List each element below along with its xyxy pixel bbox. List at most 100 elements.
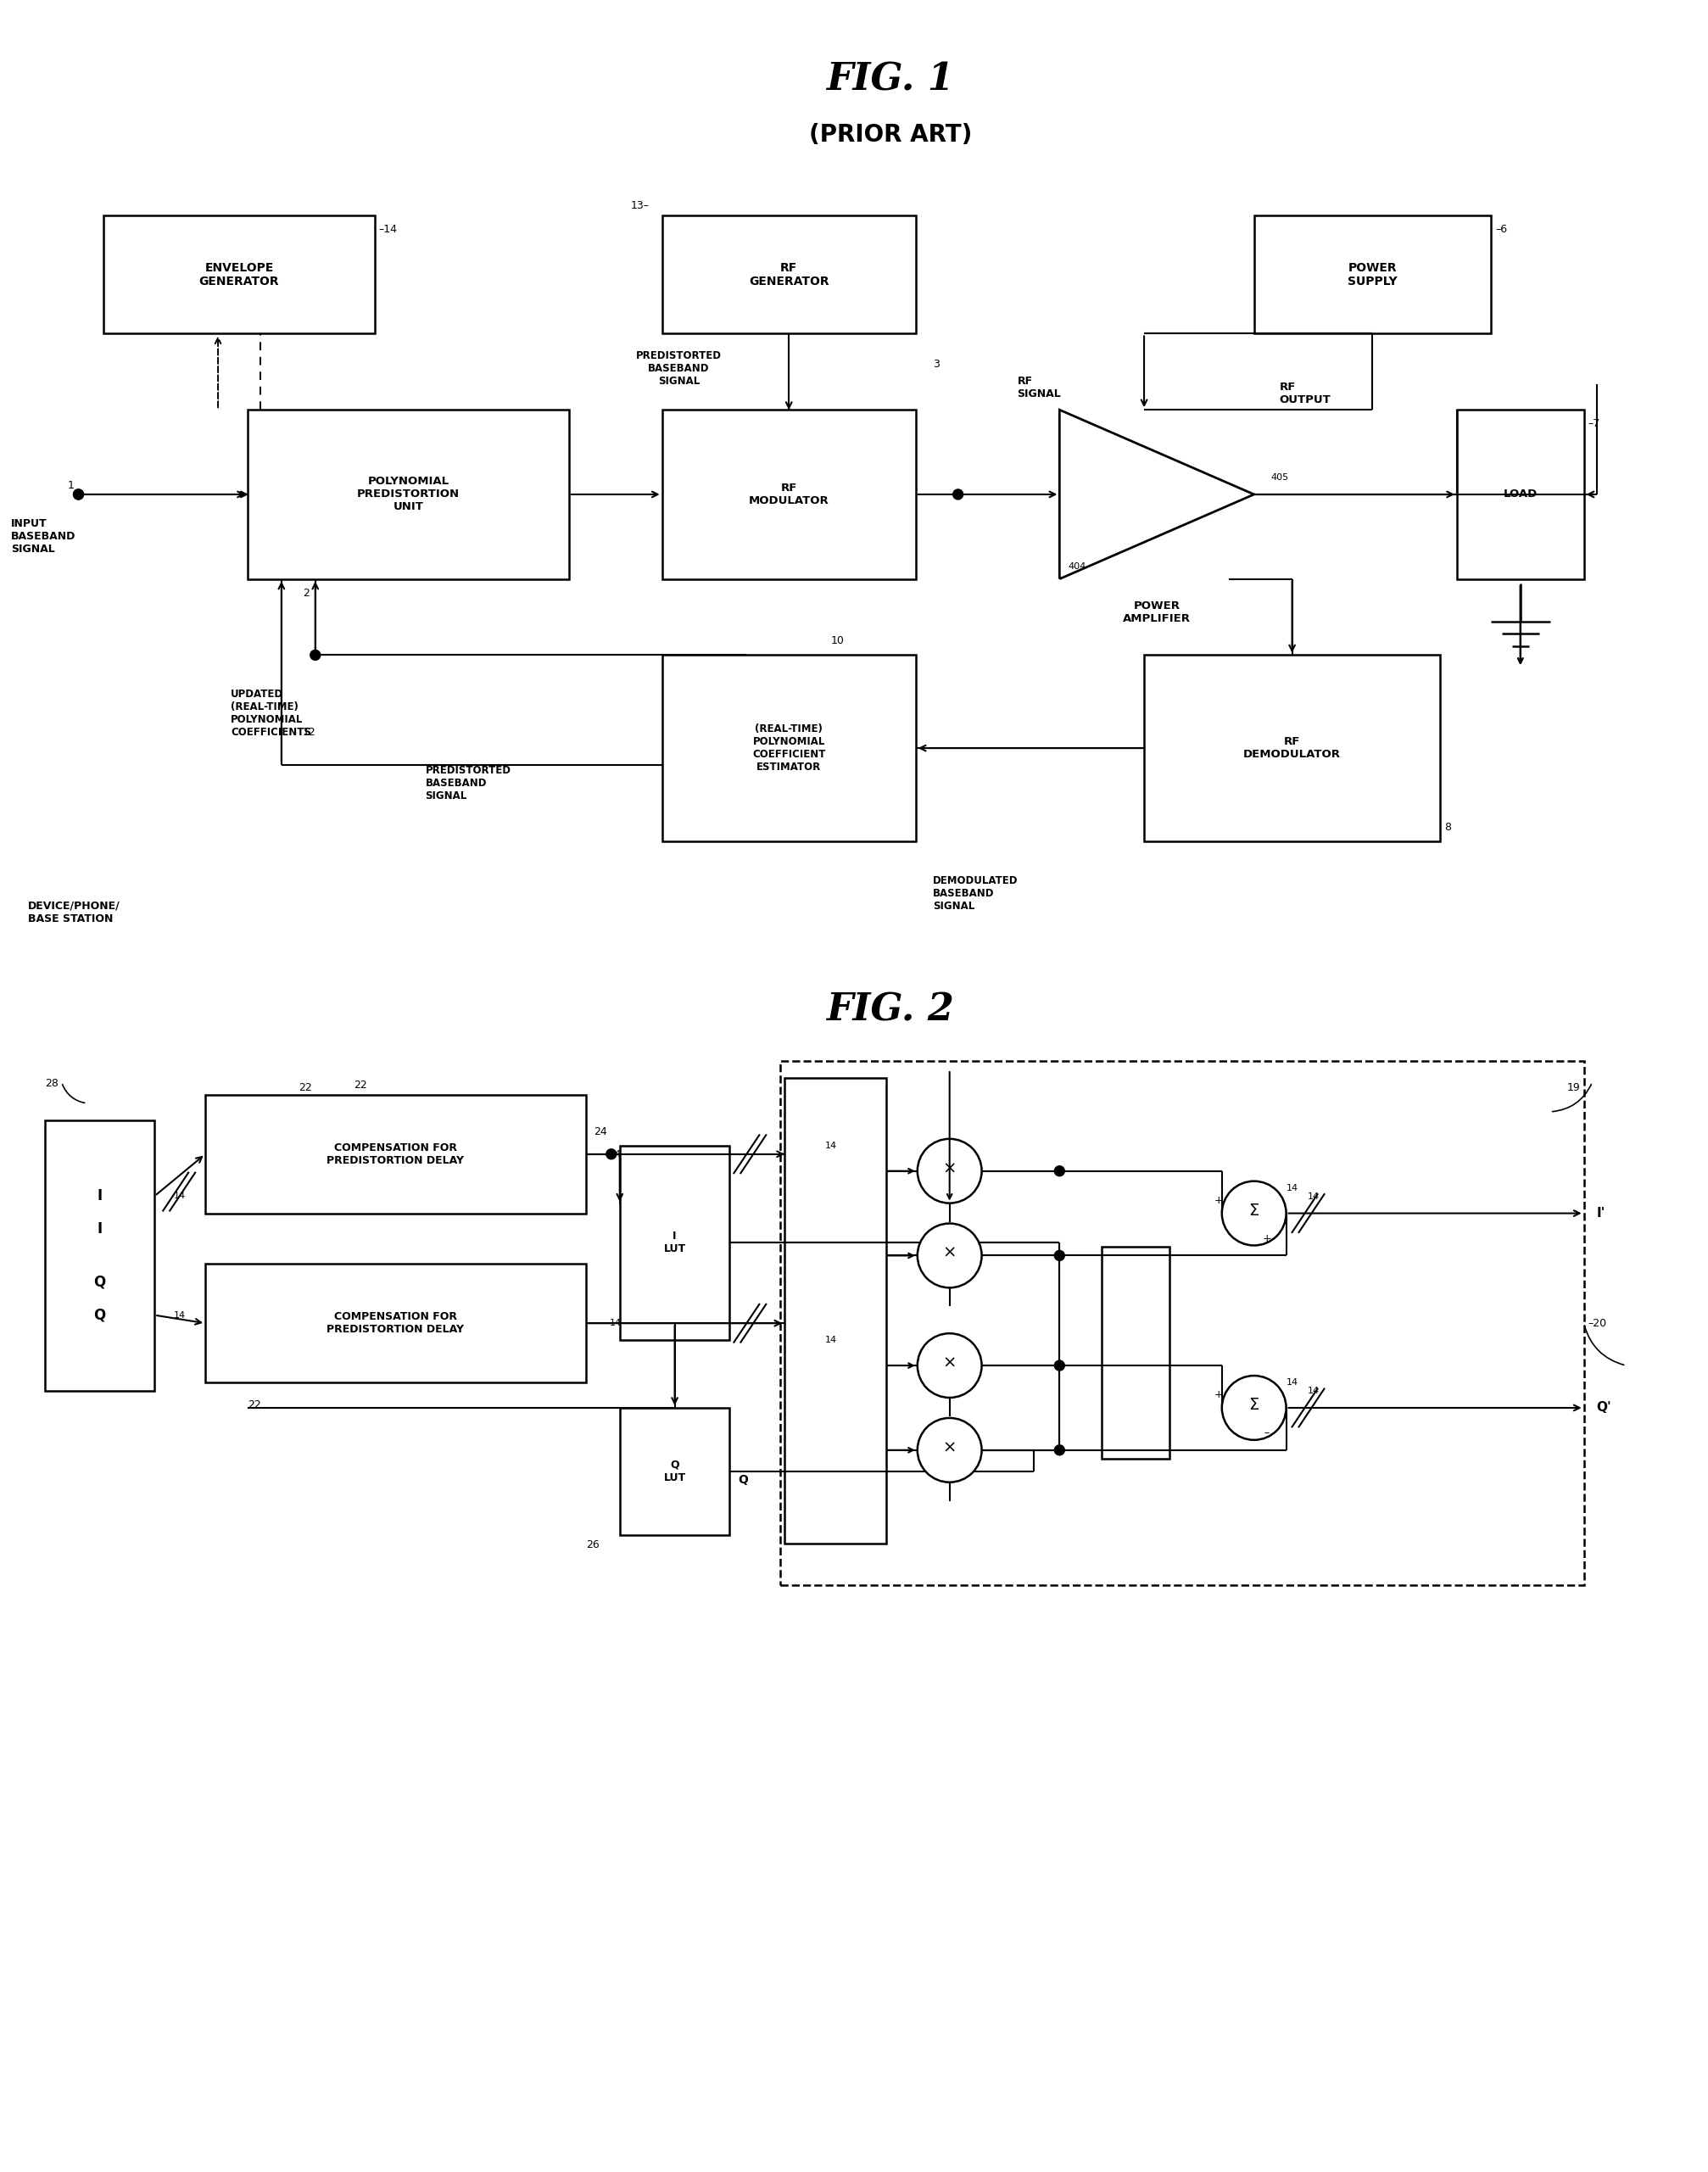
Text: 22: 22 [299,1082,313,1093]
Bar [1144,656,1440,841]
Text: 12: 12 [302,728,316,738]
Bar [620,1145,729,1340]
Text: PREDISTORTED
BASEBAND
SIGNAL: PREDISTORTED BASEBAND SIGNAL [425,765,511,801]
Circle shape [73,489,84,500]
Circle shape [1054,1444,1064,1455]
Text: LOAD: LOAD [1503,489,1537,500]
Text: 13–: 13– [630,200,649,211]
Text: (REAL-TIME)
POLYNOMIAL
COEFFICIENT
ESTIMATOR: (REAL-TIME) POLYNOMIAL COEFFICIENT ESTIM… [752,723,825,773]
Text: DEVICE/PHONE/
BASE STATION: DEVICE/PHONE/ BASE STATION [27,901,120,923]
Bar [663,656,915,841]
Text: 22: 22 [248,1399,261,1410]
Bar [1254,215,1491,334]
Text: I: I [97,1188,102,1203]
Bar [104,215,374,334]
Text: INPUT
BASEBAND
SIGNAL: INPUT BASEBAND SIGNAL [10,519,75,554]
Text: 14: 14 [1286,1184,1298,1192]
Text: 19: 19 [1566,1082,1580,1093]
Text: UPDATED
(REAL-TIME)
POLYNOMIAL
COEFFICIENTS: UPDATED (REAL-TIME) POLYNOMIAL COEFFICIE… [231,689,311,738]
Bar [205,1095,586,1214]
Text: +: + [1214,1195,1223,1205]
Circle shape [1054,1166,1064,1175]
Text: RF
OUTPUT: RF OUTPUT [1279,382,1331,406]
Bar [1102,1247,1170,1460]
Text: –6: –6 [1494,224,1506,235]
Text: 14: 14 [610,1149,622,1158]
Circle shape [1221,1182,1286,1245]
Text: POWER
AMPLIFIER: POWER AMPLIFIER [1122,599,1190,623]
Text: –7: –7 [1588,419,1600,430]
Text: +: + [1262,1234,1271,1245]
Text: RF
MODULATOR: RF MODULATOR [748,482,828,506]
Bar [248,411,569,580]
Circle shape [953,489,963,500]
Text: +: + [1214,1390,1223,1401]
Text: COMPENSATION FOR
PREDISTORTION DELAY: COMPENSATION FOR PREDISTORTION DELAY [326,1312,465,1336]
Text: 8: 8 [1445,821,1452,832]
Text: ×: × [943,1160,956,1177]
Text: FIG. 2: FIG. 2 [827,993,955,1030]
Text: I


Q: I Q [94,1221,106,1290]
Text: 1: 1 [68,480,73,491]
Text: 22: 22 [354,1079,367,1090]
Circle shape [917,1334,982,1397]
Circle shape [311,649,321,660]
Text: 14: 14 [1286,1379,1298,1386]
Text: I': I' [1597,1208,1606,1221]
Bar [1457,411,1583,580]
Text: 28: 28 [44,1077,58,1088]
Text: 14: 14 [1307,1192,1319,1201]
Text: ENVELOPE
GENERATOR: ENVELOPE GENERATOR [200,261,280,287]
Text: (PRIOR ART): (PRIOR ART) [810,124,972,148]
Text: 14: 14 [825,1336,837,1344]
Text: PREDISTORTED
BASEBAND
SIGNAL: PREDISTORTED BASEBAND SIGNAL [635,350,722,387]
Text: Σ: Σ [1249,1397,1259,1414]
Text: ×: × [943,1355,956,1371]
Text: –20: –20 [1588,1318,1607,1329]
Bar [44,1121,155,1390]
Text: Q': Q' [1597,1401,1612,1414]
Circle shape [917,1418,982,1481]
Text: 14: 14 [174,1192,186,1201]
Text: 14: 14 [610,1318,622,1327]
Text: 405: 405 [1271,473,1290,482]
Text: RF
SIGNAL: RF SIGNAL [1018,376,1061,400]
Text: COMPENSATION FOR
PREDISTORTION DELAY: COMPENSATION FOR PREDISTORTION DELAY [326,1142,465,1166]
Circle shape [606,1149,617,1160]
Circle shape [917,1223,982,1288]
Text: 14: 14 [825,1142,837,1149]
Text: 3: 3 [933,358,939,369]
Circle shape [917,1138,982,1203]
Text: 26: 26 [586,1540,600,1551]
Text: DEMODULATED
BASEBAND
SIGNAL: DEMODULATED BASEBAND SIGNAL [933,875,1018,912]
Text: 24: 24 [594,1125,606,1138]
Text: Σ: Σ [1249,1203,1259,1218]
Text: Q: Q [738,1475,748,1486]
Text: Q: Q [94,1308,106,1323]
Text: –: – [1264,1427,1269,1438]
Text: I
LUT: I LUT [664,1232,687,1255]
Text: 10: 10 [832,636,845,647]
Text: POWER
SUPPLY: POWER SUPPLY [1348,261,1397,287]
Text: RF
GENERATOR: RF GENERATOR [748,261,828,287]
Bar [781,1062,1583,1586]
Text: RF
DEMODULATOR: RF DEMODULATOR [1243,736,1341,760]
Text: 2: 2 [302,586,309,599]
Bar [205,1264,586,1381]
Text: ×: × [943,1440,956,1455]
Circle shape [73,489,84,500]
Text: 14: 14 [1307,1386,1319,1394]
Circle shape [1221,1375,1286,1440]
Text: 404: 404 [1068,563,1086,571]
Bar [784,1077,886,1542]
Text: POLYNOMIAL
PREDISTORTION
UNIT: POLYNOMIAL PREDISTORTION UNIT [357,476,459,513]
Bar [620,1407,729,1536]
Bar [663,215,915,334]
Text: ×: × [943,1245,956,1262]
Text: Q
LUT: Q LUT [664,1460,687,1483]
Circle shape [1054,1251,1064,1260]
Text: 14: 14 [174,1312,186,1318]
Text: FIG. 1: FIG. 1 [827,61,955,98]
Circle shape [1054,1360,1064,1371]
Bar [663,411,915,580]
